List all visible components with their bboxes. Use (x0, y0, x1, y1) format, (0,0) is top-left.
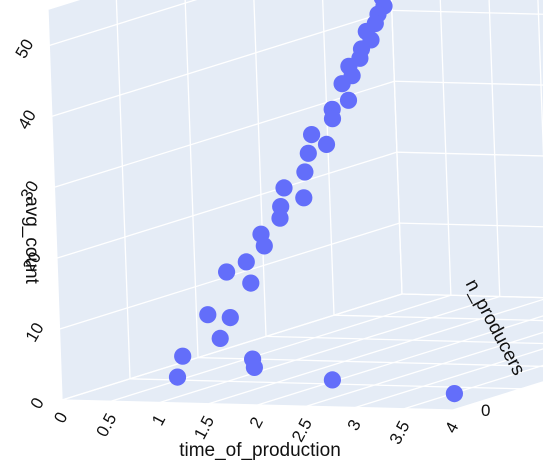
data-point (299, 144, 317, 162)
data-point (168, 368, 187, 386)
grid-line-x (159, 295, 500, 404)
data-point (317, 135, 336, 153)
grid-line-x (439, 0, 452, 296)
grid-line-z (396, 151, 543, 157)
x-tick-label: 3.5 (386, 418, 414, 448)
z-tick-label: 40 (14, 107, 40, 133)
x-tick-label: 0.5 (93, 410, 121, 440)
grid-line-x (537, 0, 543, 160)
grid-line-z (391, 9, 543, 15)
grid-line-z (51, 9, 393, 117)
grid-line-y (253, 0, 267, 337)
grid-line-z (401, 293, 543, 299)
data-point (339, 91, 358, 109)
z-tick-label: 50 (12, 36, 38, 62)
data-point (323, 371, 341, 389)
data-point (242, 274, 260, 292)
grid-line-z (54, 80, 395, 188)
grid-line-z (49, 0, 198, 47)
y-tick-label: 0 (481, 401, 490, 420)
grid-line-z (399, 222, 543, 228)
data-points (168, 0, 463, 403)
data-point (211, 329, 229, 347)
grid-line-y (61, 399, 454, 411)
data-point (271, 209, 289, 227)
x-tick-label: 1.5 (190, 413, 218, 443)
grid-line-x (257, 315, 543, 406)
z-axis-title: avg_count (21, 196, 42, 284)
data-point (303, 126, 321, 144)
z-tick-label: 0 (27, 394, 48, 412)
grid-line-z (61, 293, 403, 401)
grid-line-x (208, 298, 543, 405)
grid-line-z (394, 80, 543, 86)
left-wall-pane (48, 0, 402, 400)
grid-line-x (452, 381, 543, 411)
back-wall-pane (391, 0, 543, 298)
grid-line-x (355, 348, 543, 409)
data-point (296, 163, 314, 181)
x-tick-label: 1 (148, 411, 169, 428)
data-point (445, 385, 463, 403)
z-tick-label: 10 (22, 319, 48, 345)
data-point (333, 75, 351, 93)
grid-line-x (110, 294, 452, 402)
grid-line-x (488, 0, 501, 297)
data-point (174, 347, 192, 365)
grid-line-y (115, 0, 131, 379)
x-tick-label: 4 (441, 419, 462, 436)
data-point (323, 110, 342, 128)
data-point (237, 253, 255, 271)
x-tick-label: 0 (50, 409, 71, 426)
axis-panes (48, 0, 543, 410)
grid-line-z (56, 151, 398, 259)
grid-line-x (390, 0, 403, 295)
grid-line-y (184, 0, 199, 358)
data-point (199, 306, 217, 324)
grid-line-y (265, 335, 543, 345)
data-point (275, 179, 293, 197)
grid-line-y (333, 314, 543, 322)
grid-line-y (47, 9, 63, 401)
x-tick-label: 2 (246, 414, 267, 431)
data-point (255, 237, 273, 255)
grid-line-y (197, 356, 543, 368)
data-point (245, 358, 263, 376)
data-point (295, 189, 313, 207)
x-axis-title: time_of_production (179, 440, 341, 461)
x-tick-label: 3 (344, 416, 365, 433)
grid-line-x (306, 331, 543, 407)
data-point (218, 263, 236, 281)
data-point (221, 309, 239, 327)
